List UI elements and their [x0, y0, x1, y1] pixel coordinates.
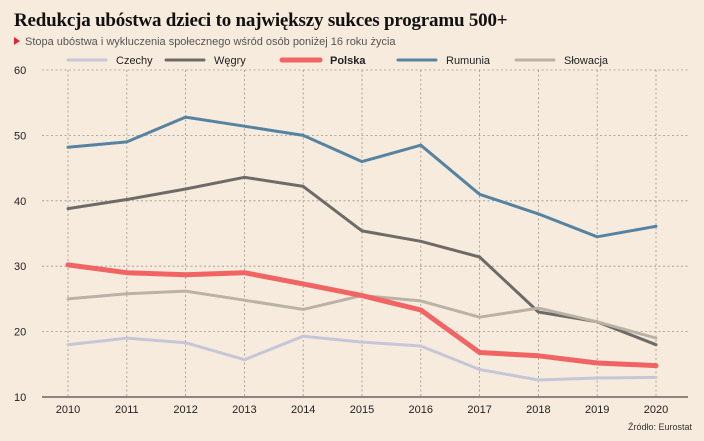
source-note: Źródło: Eurostat: [627, 422, 692, 432]
x-tick-label: 2013: [232, 404, 256, 416]
legend-label: Słowacja: [564, 55, 609, 67]
legend-label: Rumunia: [446, 55, 491, 67]
chart-subtitle: Stopa ubóstwa i wykluczenia społecznego …: [14, 36, 396, 48]
series-line-polska: [65, 262, 659, 369]
legend-label: Węgry: [214, 55, 246, 67]
x-tick-label: 2012: [173, 404, 197, 416]
x-tick-label: 2017: [467, 404, 491, 416]
x-tick-label: 2016: [409, 404, 433, 416]
y-tick-label: 10: [14, 392, 26, 404]
series-line-węgry: [66, 175, 658, 347]
x-tick-label: 2019: [585, 404, 609, 416]
y-tick-label: 60: [14, 65, 26, 77]
x-tick-label: 2015: [350, 404, 374, 416]
y-tick-label: 40: [14, 196, 26, 208]
x-tick-label: 2011: [115, 404, 139, 416]
legend-label: Polska: [330, 55, 366, 67]
x-tick-label: 2010: [56, 404, 80, 416]
series-line-rumunia: [66, 115, 658, 239]
x-tick-label: 2014: [291, 404, 315, 416]
legend-label: Czechy: [116, 55, 153, 67]
y-tick-label: 50: [14, 130, 26, 142]
y-tick-label: 20: [14, 327, 26, 339]
series-line-czechy: [66, 334, 658, 382]
chart-title: Redukcja ubóstwa dzieci to największy su…: [14, 10, 508, 31]
y-tick-label: 30: [14, 261, 26, 273]
x-tick-label: 2020: [644, 404, 668, 416]
triangle-marker-icon: [14, 37, 20, 45]
chart-subtitle-text: Stopa ubóstwa i wykluczenia społecznego …: [25, 36, 396, 48]
x-tick-label: 2018: [526, 404, 550, 416]
